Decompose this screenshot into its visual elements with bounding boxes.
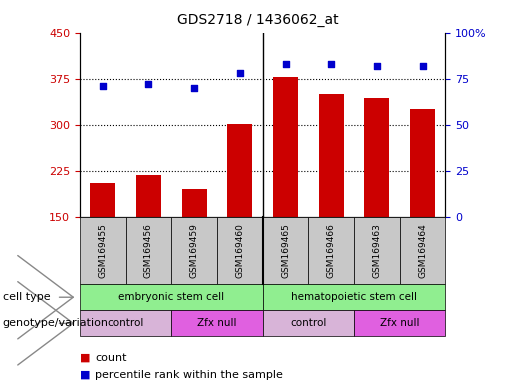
Text: genotype/variation: genotype/variation (3, 318, 109, 328)
Text: GSM169459: GSM169459 (190, 223, 199, 278)
Text: GSM169460: GSM169460 (235, 223, 244, 278)
Text: cell type: cell type (3, 292, 50, 302)
Text: count: count (95, 353, 127, 362)
Bar (273, 77, 298, 217)
Text: GSM169466: GSM169466 (327, 223, 336, 278)
Text: hematopoietic stem cell: hematopoietic stem cell (291, 292, 417, 302)
Point (373, 63, 381, 69)
Text: GSM169465: GSM169465 (281, 223, 290, 278)
Point (98, 83, 107, 89)
Text: embryonic stem cell: embryonic stem cell (118, 292, 225, 302)
Point (281, 61, 289, 67)
Bar (136, 175, 161, 217)
Point (190, 85, 198, 91)
Point (327, 61, 335, 67)
Point (236, 70, 244, 76)
Point (419, 63, 427, 69)
Bar (319, 94, 344, 217)
Text: percentile rank within the sample: percentile rank within the sample (95, 370, 283, 380)
Text: GSM169464: GSM169464 (418, 223, 427, 278)
Text: GSM169456: GSM169456 (144, 223, 153, 278)
Bar (227, 124, 252, 217)
Text: GSM169455: GSM169455 (98, 223, 107, 278)
Bar (364, 98, 389, 217)
Bar (181, 189, 207, 217)
Text: ■: ■ (80, 353, 90, 362)
Text: Zfx null: Zfx null (197, 318, 237, 328)
Bar (410, 109, 435, 217)
Text: control: control (290, 318, 327, 328)
Point (144, 81, 152, 87)
Bar (90, 183, 115, 217)
Text: GDS2718 / 1436062_at: GDS2718 / 1436062_at (177, 13, 338, 27)
Text: control: control (107, 318, 144, 328)
Text: ■: ■ (80, 370, 90, 380)
Text: GSM169463: GSM169463 (372, 223, 382, 278)
Text: Zfx null: Zfx null (380, 318, 420, 328)
